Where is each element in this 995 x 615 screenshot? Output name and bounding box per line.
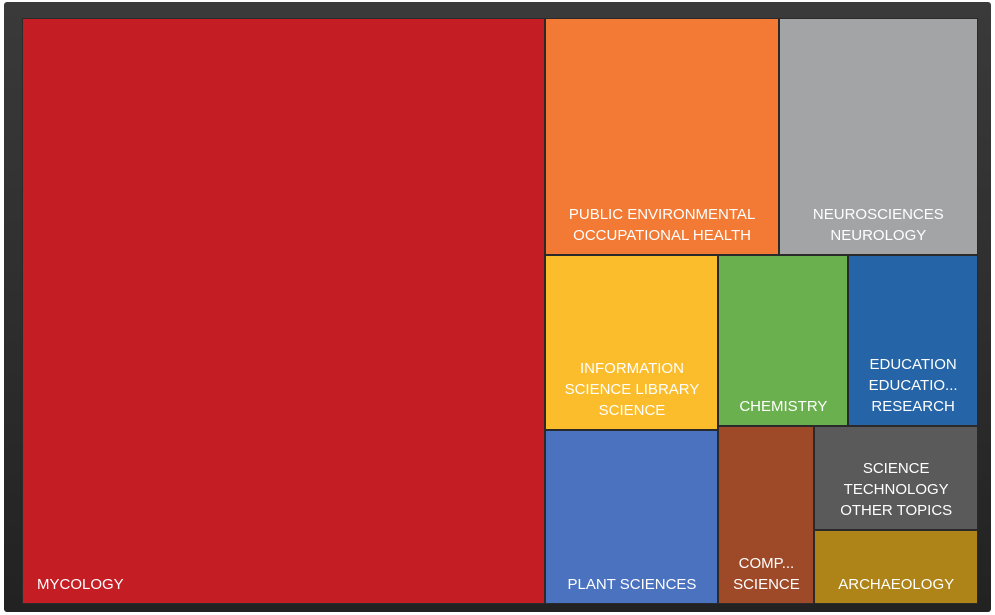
tile-label: PLANT SCIENCES [567,575,697,593]
frame: MYCOLOGY PUBLIC ENVIRONMENTAL OCCUPATIONA… [4,2,991,612]
tile: EDUCATION EDUCATIO... RESEARCH [848,255,978,426]
tile-label: SCIENCE TECHNOLOGY OTHER TOPICS [840,460,953,520]
tile-label: EDUCATION EDUCATIO... RESEARCH [868,355,958,415]
tile: ARCHAEOLOGY [814,530,978,604]
tile: CHEMISTRY [718,255,849,426]
tile-label: ARCHAEOLOGY [838,575,955,593]
tile: NEUROSCIENCES NEUROLOGY [778,18,978,256]
tile: MYCOLOGY [22,18,546,604]
tile-label: CHEMISTRY [739,397,828,415]
tile: INFORMATION SCIENCE LIBRARY SCIENCE [545,255,719,430]
tile: SCIENCE TECHNOLOGY OTHER TOPICS [814,425,978,531]
tile-label: MYCOLOGY [37,576,124,593]
tile-label: COMP... SCIENCE [733,554,800,593]
tile-label: NEUROSCIENCES NEUROLOGY [812,206,944,245]
tile-label: INFORMATION SCIENCE LIBRARY SCIENCE [564,359,700,419]
treemap: MYCOLOGY PUBLIC ENVIRONMENTAL OCCUPATIONA… [22,18,978,604]
tile: COMP... SCIENCE [718,425,815,604]
tile: PLANT SCIENCES [545,429,719,604]
tile-label: PUBLIC ENVIRONMENTAL OCCUPATIONAL HEALTH [568,206,756,245]
tile: PUBLIC ENVIRONMENTAL OCCUPATIONAL HEALTH [545,18,779,256]
